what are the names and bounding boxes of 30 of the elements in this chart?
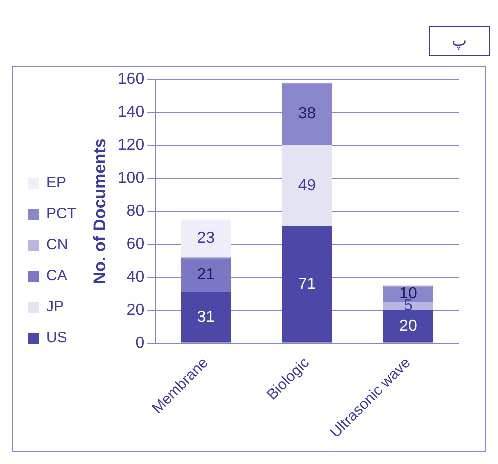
legend-label: CN — [46, 236, 68, 254]
y-tick-label: 100 — [118, 170, 145, 187]
bar — [181, 220, 232, 258]
y-tick-label: 40 — [126, 268, 145, 286]
data-label: 49 — [298, 177, 316, 194]
legend-label: EP — [46, 174, 67, 192]
y-tick-label: 60 — [126, 236, 145, 253]
y-tick-label: 160 — [118, 71, 145, 88]
bar — [181, 292, 232, 343]
legend-label: US — [46, 330, 68, 347]
bar — [383, 310, 434, 343]
bar — [282, 226, 332, 343]
y-tick-label: 120 — [118, 136, 145, 154]
y-tick-label: 80 — [126, 202, 145, 220]
y-tick-label: 0 — [136, 334, 145, 352]
data-label: 38 — [298, 106, 316, 123]
legend-label: CA — [46, 268, 68, 285]
data-label: 31 — [197, 309, 216, 326]
data-label: 20 — [400, 318, 418, 336]
bar — [282, 146, 332, 226]
y-tick-label: 20 — [126, 302, 145, 319]
bar — [181, 258, 232, 292]
legend-label: PCT — [46, 206, 76, 223]
y-tick-label: 140 — [118, 104, 145, 121]
data-label: 21 — [197, 266, 216, 284]
text: پ — [429, 26, 490, 56]
data-label: 23 — [197, 230, 216, 248]
legend-label: JP — [46, 298, 64, 316]
y-axis-title: No. of Documents — [90, 138, 110, 284]
data-label: 71 — [298, 276, 316, 294]
